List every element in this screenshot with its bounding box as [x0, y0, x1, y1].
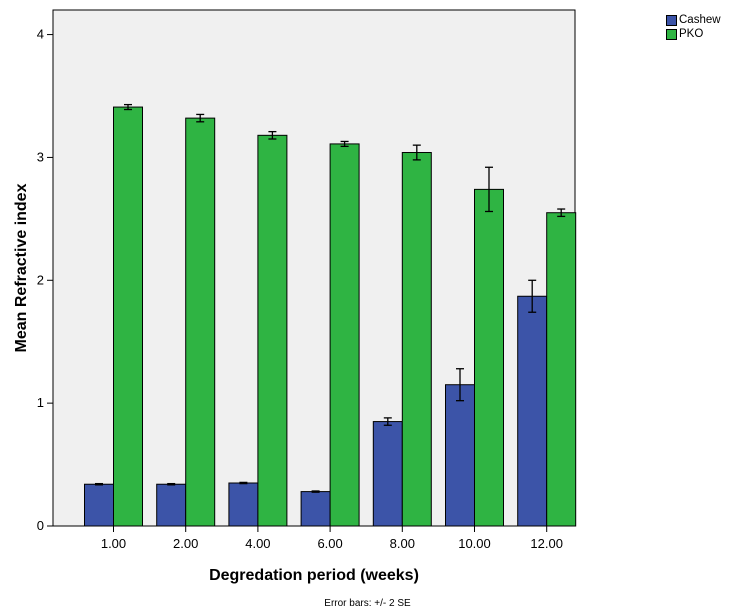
y-tick-label: 0: [37, 518, 44, 533]
bar-cashew-6.00: [300, 491, 331, 527]
bar-cashew-4.00: [228, 482, 259, 527]
y-tick-label: 3: [37, 149, 44, 164]
error-bar-pko-8.00: [412, 144, 421, 161]
y-tick-label: 4: [37, 27, 44, 42]
bar-cashew-12.00: [517, 295, 548, 527]
bar-pko-8.00: [401, 152, 432, 527]
bar-pko-4.00: [257, 134, 288, 527]
x-tick-label: 6.00: [317, 536, 342, 551]
bar-pko-2.00: [185, 117, 216, 527]
y-tick-label: 2: [37, 272, 44, 287]
bar-pko-12.00: [546, 212, 577, 527]
error-bar-pko-12.00: [557, 208, 566, 218]
bars: [84, 106, 577, 527]
y-tick-label: 1: [37, 395, 44, 410]
x-tick-label: 8.00: [390, 536, 415, 551]
error-bar-cashew-2.00: [167, 482, 176, 486]
x-axis: 1.00 2.00 4.00 6.00 8.00 10.00 12.00: [101, 526, 563, 551]
x-tick-label: 12.00: [530, 536, 563, 551]
x-axis-title: Degredation period (weeks): [209, 567, 419, 584]
bar-pko-10.00: [474, 188, 504, 527]
error-bars: [95, 103, 566, 493]
y-axis-title: Mean Refractive index: [13, 183, 30, 352]
error-bar-cashew-6.00: [311, 490, 320, 493]
error-bar-pko-10.00: [485, 166, 493, 213]
bar-cashew-8.00: [372, 421, 403, 527]
bar-cashew-10.00: [445, 384, 475, 527]
legend-item-pko: PKO: [666, 27, 721, 41]
x-tick-label: 4.00: [245, 536, 270, 551]
legend-label-pko: PKO: [679, 28, 704, 40]
legend-swatch-cashew: [666, 14, 677, 26]
error-bar-pko-4.00: [268, 130, 277, 140]
bar-cashew-1.00: [84, 483, 114, 527]
x-tick-label: 10.00: [458, 536, 491, 551]
y-axis: 0 1 2 3 4: [37, 27, 53, 533]
bar-pko-6.00: [329, 143, 360, 527]
legend-swatch-pko: [666, 28, 677, 40]
x-tick-label: 1.00: [101, 536, 126, 551]
error-bar-cashew-12.00: [528, 279, 537, 313]
error-bar-pko-6.00: [340, 140, 349, 148]
error-bar-cashew-10.00: [456, 368, 464, 402]
legend-item-cashew: Cashew: [666, 13, 721, 27]
error-bar-pko-1.00: [124, 103, 132, 111]
error-bar-cashew-1.00: [95, 482, 103, 486]
error-bar-cashew-4.00: [239, 481, 248, 485]
error-bar-pko-2.00: [196, 113, 205, 123]
legend: Cashew PKO: [666, 13, 721, 41]
error-bar-cashew-8.00: [383, 417, 392, 426]
error-bars-footnote: Error bars: +/- 2 SE: [324, 598, 411, 609]
x-tick-label: 2.00: [173, 536, 198, 551]
bar-cashew-2.00: [156, 483, 187, 527]
legend-label-cashew: Cashew: [679, 14, 721, 26]
bar-pko-1.00: [113, 106, 143, 527]
